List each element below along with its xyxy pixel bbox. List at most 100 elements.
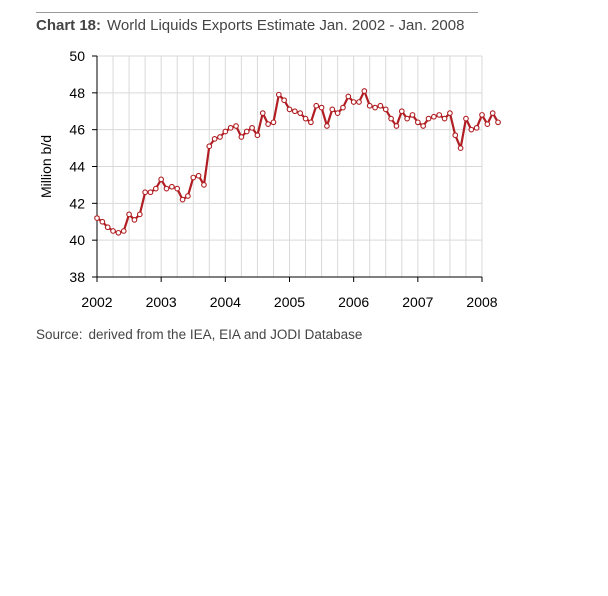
data-point [350,99,357,105]
data-point [275,91,282,98]
data-point [270,119,277,126]
data-point [297,110,304,116]
x-tick-label: 2004 [210,294,241,310]
data-point [201,182,207,188]
data-point [308,119,314,126]
data-point [302,115,309,122]
source-text: derived from the IEA, EIA and JODI Datab… [88,327,363,342]
data-point [222,128,229,135]
data-point [174,185,181,192]
gridlines [97,55,483,277]
data-point [292,108,298,115]
data-point [436,112,443,118]
data-point [489,110,496,116]
y-tick-label: 44 [69,159,85,175]
data-point [356,99,362,105]
data-point [265,121,271,127]
data-point [94,215,100,221]
data-point [388,115,394,122]
axis-labels: 38 40 42 44 46 48 50 2002 2003 2004 2005 2006 2007 20… [38,48,498,310]
data-point [484,121,491,127]
chart-title-bar: Chart 18: World Liquids Exports Estimate … [36,17,464,34]
data-point [104,224,111,231]
y-axis-title: Million b/d [38,135,54,198]
data-point [366,102,373,109]
data-point [120,228,127,234]
data-point [324,123,330,129]
data-point [195,172,202,179]
data-point [227,124,234,131]
data-point [115,229,122,236]
data-point [457,145,464,151]
data-point [110,228,116,234]
data-point [340,104,346,111]
data-point [233,123,239,129]
data-point [142,189,148,196]
data-point [131,217,138,223]
data-point [206,143,213,150]
data-point [468,126,475,133]
data-point [495,119,501,126]
y-tick-label: 38 [69,269,85,285]
source-note: Source: derived from the IEA, EIA and JOD… [36,327,362,342]
data-point [431,113,437,120]
data-point [158,176,165,183]
data-point [286,106,293,113]
data-point [372,104,378,111]
data-point [238,134,245,140]
y-tick-label: 48 [69,85,85,101]
data-point [334,110,341,116]
data-point [185,193,191,199]
data-point [126,211,132,218]
data-point [152,185,159,192]
x-tick-label: 2007 [402,294,433,310]
y-tick-label: 46 [69,122,85,138]
data-point [441,115,448,122]
data-point [398,108,405,115]
x-tick-label: 2006 [338,294,369,310]
x-tick-label: 2008 [466,294,497,310]
data-point [136,211,143,218]
data-point [414,119,421,126]
chart-number: Chart 18: [36,17,102,34]
data-point [420,123,427,129]
data-point [447,110,453,116]
data-point [254,132,261,139]
chart-title: World Liquids Exports Estimate Jan. 2002… [107,17,465,34]
data-point [452,132,459,139]
data-point [281,97,288,104]
data-point [345,93,352,100]
data-point [318,104,325,111]
y-tick-label: 50 [69,48,85,64]
x-tick-label: 2005 [274,294,305,310]
data-point [377,102,384,109]
data-point [243,128,250,135]
data-point [169,183,175,190]
title-rule [36,12,478,13]
data-point [179,196,186,203]
data-point [190,174,197,181]
data-point [99,218,106,225]
x-tick-label: 2003 [146,294,177,310]
data-point [393,123,400,129]
data-point [404,115,410,122]
data-point [479,112,485,118]
data-point [361,88,368,94]
source-label: Source: [36,327,83,342]
data-point [313,102,320,109]
data-point [249,124,255,131]
data-point [163,185,170,192]
data-point [409,112,416,118]
y-tick-label: 42 [69,195,85,211]
data-point [211,136,218,142]
axes [92,55,483,282]
data-point [425,115,432,122]
data-point [259,110,266,116]
data-point [473,124,480,131]
series [94,88,501,236]
y-tick-label: 40 [69,232,85,248]
data-point [329,106,336,113]
data-point [147,189,154,196]
x-tick-label: 2002 [81,294,112,310]
